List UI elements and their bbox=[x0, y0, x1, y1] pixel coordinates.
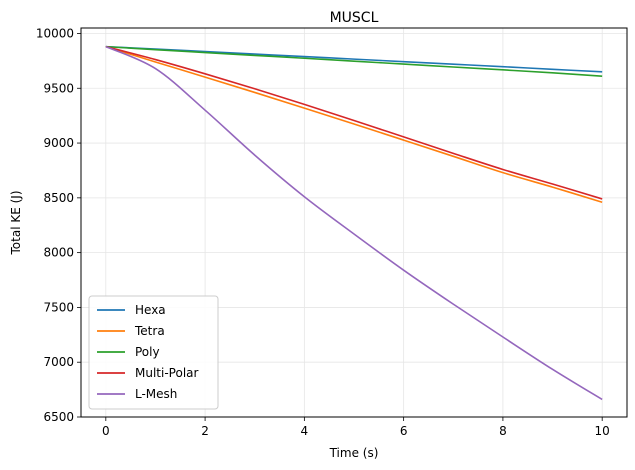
series-line-hexa bbox=[105, 45, 603, 73]
x-tick-label: 8 bbox=[499, 424, 507, 438]
y-tick-label: 7000 bbox=[43, 355, 74, 369]
legend-label-tetra: Tetra bbox=[134, 324, 165, 338]
x-axis-label: Time (s) bbox=[329, 446, 379, 460]
series-line-l-mesh bbox=[105, 45, 603, 401]
legend-label-l-mesh: L-Mesh bbox=[135, 387, 177, 401]
y-axis-label: Total KE (J) bbox=[9, 190, 23, 255]
x-tick-label: 4 bbox=[301, 424, 309, 438]
y-tick-label: 9000 bbox=[43, 136, 74, 150]
y-tick-label: 9500 bbox=[43, 81, 74, 95]
y-axis: 6500 7000 7500 8000 8500 9000 9500 10000 bbox=[36, 26, 81, 424]
series-line-poly bbox=[105, 45, 603, 78]
x-axis: 0 2 4 6 8 10 bbox=[102, 417, 610, 438]
series-line-multi-polar bbox=[105, 45, 603, 200]
series-lines bbox=[105, 45, 603, 401]
legend-label-poly: Poly bbox=[135, 345, 160, 359]
y-tick-label: 8500 bbox=[43, 191, 74, 205]
x-tick-label: 2 bbox=[201, 424, 209, 438]
plot-frame bbox=[80, 27, 628, 418]
y-tick-label: 7500 bbox=[43, 300, 74, 314]
legend-label-multi-polar: Multi-Polar bbox=[135, 366, 199, 380]
x-tick-label: 6 bbox=[400, 424, 408, 438]
y-tick-label: 6500 bbox=[43, 410, 74, 424]
x-tick-label: 0 bbox=[102, 424, 110, 438]
legend-label-hexa: Hexa bbox=[135, 303, 166, 317]
series-line-tetra bbox=[105, 45, 603, 203]
chart-title: MUSCL bbox=[330, 10, 379, 26]
y-tick-label: 10000 bbox=[36, 26, 74, 40]
y-tick-label: 8000 bbox=[43, 246, 74, 260]
legend: Hexa Tetra Poly Multi-Polar L-Mesh bbox=[88, 295, 219, 410]
legend-box bbox=[88, 295, 219, 410]
x-tick-label: 10 bbox=[595, 424, 610, 438]
